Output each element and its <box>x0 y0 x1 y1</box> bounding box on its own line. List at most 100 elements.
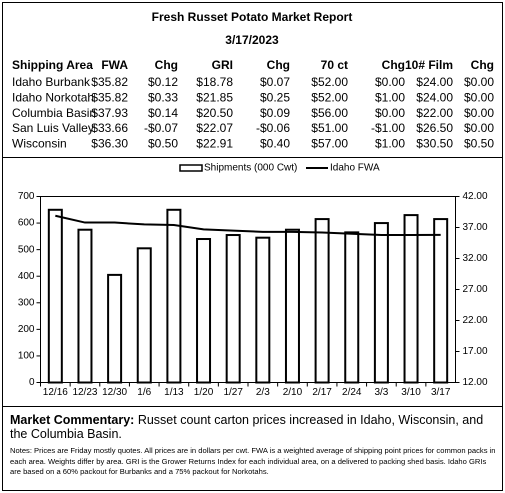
table-cell: $0.00 <box>464 106 494 120</box>
table-cell: $57.00 <box>311 136 348 150</box>
y-tick-label: 100 <box>18 351 35 362</box>
column-header: Chg <box>382 58 405 72</box>
table-cell: Idaho Norkotah <box>12 90 94 104</box>
y2-tick-label: 32.00 <box>463 253 488 264</box>
y2-tick-label: 37.00 <box>463 222 488 233</box>
legend-label: Idaho FWA <box>330 163 380 174</box>
x-tick-label: 3/17 <box>431 387 451 398</box>
table-cell: $24.00 <box>416 90 453 104</box>
table-cell: $35.82 <box>91 75 128 89</box>
x-tick-label: 2/17 <box>312 387 332 398</box>
table-cell: $35.82 <box>91 90 128 104</box>
table-cell: Wisconsin <box>12 136 67 150</box>
y-tick-label: 200 <box>18 324 35 335</box>
y-tick-label: 600 <box>18 218 35 229</box>
table-cell: Idaho Burbank <box>12 75 91 89</box>
title: Fresh Russet Potato Market Report <box>152 10 353 24</box>
line <box>55 214 441 236</box>
table-cell: $0.00 <box>375 75 405 89</box>
date: 3/17/2023 <box>225 33 279 47</box>
column-header: Shipping Area <box>12 58 93 72</box>
column-header: 10# Film <box>405 58 453 72</box>
table-cell: $21.85 <box>196 90 233 104</box>
column-header: Chg <box>155 58 178 72</box>
table-cell: $0.09 <box>260 106 290 120</box>
table-cell: -$0.07 <box>144 121 178 135</box>
column-header: Chg <box>471 58 494 72</box>
column-header: FWA <box>101 58 128 72</box>
y-tick-label: 700 <box>18 191 35 202</box>
x-tick-label: 2/10 <box>283 387 303 398</box>
x-tick-label: 12/23 <box>72 387 97 398</box>
table-cell: $0.07 <box>260 75 290 89</box>
y2-tick-label: 27.00 <box>463 284 488 295</box>
table-cell: $33.66 <box>91 121 128 135</box>
y2-tick-label: 22.00 <box>463 315 488 326</box>
x-tick-label: 12/16 <box>43 387 68 398</box>
table-cell: $20.50 <box>196 106 233 120</box>
table-cell: $22.00 <box>416 106 453 120</box>
table-cell: $0.50 <box>148 136 178 150</box>
bar <box>166 208 182 384</box>
y2-tick-label: 17.00 <box>463 346 488 357</box>
table-cell: $22.07 <box>196 121 233 135</box>
table-cell: $18.78 <box>196 75 233 89</box>
x-tick-label: 1/20 <box>194 387 214 398</box>
table-cell: $51.00 <box>311 121 348 135</box>
column-header: 70 ct <box>321 58 348 72</box>
bar <box>344 231 360 384</box>
x-tick-label: 1/6 <box>137 387 151 398</box>
x-tick-label: 1/13 <box>164 387 184 398</box>
table-cell: -$1.00 <box>371 121 405 135</box>
column-header: Chg <box>267 58 290 72</box>
table-cell: $56.00 <box>311 106 348 120</box>
bar <box>284 228 300 384</box>
bar <box>107 273 123 384</box>
bar <box>77 228 93 384</box>
bar <box>403 214 419 384</box>
y2-tick-label: 42.00 <box>463 191 488 202</box>
bar <box>314 218 330 384</box>
x-tick-label: 1/27 <box>223 387 243 398</box>
plot-area <box>40 196 456 383</box>
x-tick-label: 3/10 <box>401 387 421 398</box>
column-header: GRI <box>212 58 233 72</box>
table-cell: $0.33 <box>148 90 178 104</box>
table-cell: $1.00 <box>375 136 405 150</box>
table-cell: $0.12 <box>148 75 178 89</box>
bar <box>196 238 212 384</box>
table-cell: $0.25 <box>260 90 290 104</box>
legend-label: Shipments (000 Cwt) <box>204 163 297 174</box>
table-cell: San Luis Valley <box>12 121 94 135</box>
table-cell: $1.00 <box>375 90 405 104</box>
commentary: Market Commentary: Russet count carton p… <box>10 413 495 441</box>
notes: Notes: Prices are Friday mostly quotes. … <box>10 446 496 476</box>
table-cell: $0.00 <box>375 106 405 120</box>
table-cell: $0.00 <box>464 90 494 104</box>
x-tick-label: 3/3 <box>374 387 388 398</box>
bar <box>136 247 152 384</box>
table-cell: $37.93 <box>91 106 128 120</box>
bar <box>373 222 389 384</box>
table-cell: $24.00 <box>416 75 453 89</box>
y-tick-label: 300 <box>18 297 35 308</box>
bar <box>47 208 63 384</box>
table-cell: $26.50 <box>416 121 453 135</box>
bar <box>225 234 241 384</box>
table-cell: $52.00 <box>311 75 348 89</box>
table-cell: -$0.06 <box>256 121 290 135</box>
commentary-text: Russet count carton prices increased in … <box>10 413 484 441</box>
legend-swatch <box>179 164 203 172</box>
y2-tick-label: 12.00 <box>463 377 488 388</box>
table-cell: $36.30 <box>91 136 128 150</box>
table-cell: $0.40 <box>260 136 290 150</box>
x-tick-label: 12/30 <box>102 387 127 398</box>
table-cell: $52.00 <box>311 90 348 104</box>
table-cell: $0.00 <box>464 75 494 89</box>
table-cell: $0.00 <box>464 121 494 135</box>
table-cell: $0.50 <box>464 136 494 150</box>
table-cell: Columbia Basin <box>12 106 96 120</box>
y-tick-label: 0 <box>29 377 35 388</box>
